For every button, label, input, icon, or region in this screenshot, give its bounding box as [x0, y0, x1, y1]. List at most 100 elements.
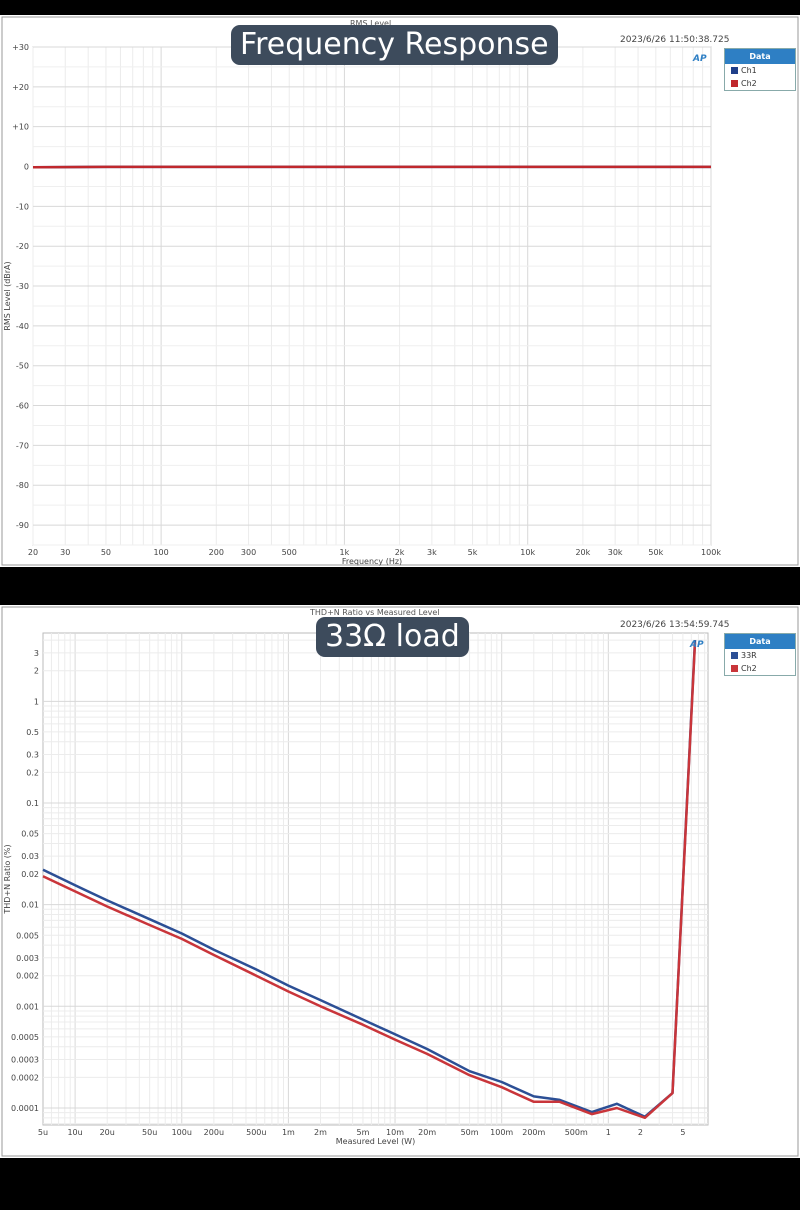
- x-tick-label: 50m: [461, 1128, 479, 1137]
- y-tick-label: 0.05: [21, 830, 39, 839]
- legend: Data 33R Ch2: [724, 633, 796, 676]
- y-axis-label: THD+N Ratio (%): [3, 844, 12, 914]
- overlay-label: Frequency Response: [231, 25, 558, 65]
- y-tick-label: -70: [16, 441, 29, 450]
- legend-title: Data: [725, 49, 795, 64]
- y-tick-label: 0.5: [26, 728, 39, 737]
- x-tick-label: 1: [606, 1128, 611, 1137]
- x-tick-label: 50k: [648, 548, 663, 557]
- x-tick-label: 100m: [490, 1128, 513, 1137]
- legend-label: Ch1: [741, 66, 757, 75]
- legend-item[interactable]: 33R: [725, 649, 795, 662]
- y-tick-label: -60: [16, 402, 29, 411]
- timestamp: 2023/6/26 11:50:38.725: [620, 35, 730, 45]
- y-tick-label: 3: [34, 649, 39, 658]
- legend-label: Ch2: [741, 79, 757, 88]
- series-line-33r: [42, 640, 697, 1118]
- panel-border: [1, 606, 799, 1157]
- y-tick-label: 0.02: [21, 870, 39, 879]
- y-tick-label: -40: [16, 322, 29, 331]
- x-tick-label: 100: [153, 548, 168, 557]
- timestamp: 2023/6/26 13:54:59.745: [620, 620, 730, 630]
- x-tick-label: 5: [680, 1128, 685, 1137]
- y-tick-label: 0.002: [16, 972, 39, 981]
- y-tick-label: 0.2: [26, 768, 39, 777]
- x-axis-label: Measured Level (W): [336, 1137, 415, 1146]
- x-tick-label: 20: [28, 548, 38, 557]
- legend-item[interactable]: Ch1: [725, 64, 795, 77]
- y-tick-label: -50: [16, 362, 29, 371]
- y-tick-label: 0.0002: [11, 1073, 39, 1082]
- x-tick-label: 300: [241, 548, 256, 557]
- x-tick-label: 200m: [522, 1128, 545, 1137]
- y-tick-label: 0.003: [16, 954, 39, 963]
- y-tick-label: 0: [24, 163, 29, 172]
- x-tick-label: 500: [282, 548, 297, 557]
- x-tick-label: 500u: [246, 1128, 266, 1137]
- y-axis-label: RMS Level (dBrA): [3, 261, 12, 330]
- x-axis-label: Frequency (Hz): [342, 557, 402, 566]
- x-tick-label: 20u: [100, 1128, 115, 1137]
- series-line-ch2: [42, 642, 697, 1120]
- y-tick-label: 0.0005: [11, 1033, 39, 1042]
- ap-logo-icon: AP: [692, 54, 707, 64]
- y-tick-label: +30: [12, 43, 29, 52]
- x-tick-label: 20k: [575, 548, 590, 557]
- x-tick-label: 5m: [356, 1128, 369, 1137]
- legend: Data Ch1 Ch2: [724, 48, 796, 91]
- x-tick-label: 500m: [565, 1128, 588, 1137]
- y-tick-label: 0.01: [21, 901, 39, 910]
- x-tick-label: 50u: [142, 1128, 157, 1137]
- x-tick-label: 30: [60, 548, 70, 557]
- panel-border: [1, 16, 799, 566]
- y-tick-label: 2: [34, 667, 39, 676]
- legend-title: Data: [725, 634, 795, 649]
- y-tick-label: 0.1: [26, 799, 39, 808]
- y-tick-label: 0.03: [21, 852, 39, 861]
- x-tick-label: 100u: [172, 1128, 192, 1137]
- legend-label: 33R: [741, 651, 757, 660]
- x-tick-label: 100k: [701, 548, 721, 557]
- x-tick-label: 2: [638, 1128, 643, 1137]
- frequency-response-panel: RMS Level 20 30 50 100 200 300 500 1k 2k 3k 5k 10k 2…: [0, 15, 800, 567]
- ap-logo-icon: AP: [689, 640, 704, 650]
- x-tick-label: 30k: [608, 548, 623, 557]
- y-tick-label: -80: [16, 481, 29, 490]
- y-tick-label: 0.005: [16, 931, 39, 940]
- y-tick-label: -10: [16, 202, 29, 211]
- thdn-panel: THD+N Ratio vs Measured Level 5u 10u 20u 50…: [0, 605, 800, 1158]
- plot-area: [32, 46, 712, 546]
- ch2-swatch: [731, 665, 738, 672]
- y-tick-label: +10: [12, 123, 29, 132]
- y-tick-label: 0.0003: [11, 1055, 39, 1064]
- legend-item[interactable]: Ch2: [725, 662, 795, 675]
- legend-item[interactable]: Ch2: [725, 77, 795, 90]
- frequency-response-chart: 20 30 50 100 200 300 500 1k 2k 3k 5k 10k 20k 30k 50k 10…: [1, 16, 799, 566]
- x-tick-label: 10u: [67, 1128, 82, 1137]
- x-tick-label: 10m: [386, 1128, 404, 1137]
- ch1-swatch: [731, 67, 738, 74]
- thdn-chart: 5u 10u 20u 50u 100u 200u 500u 1m 2m 5m 10m 20m 50m 10…: [1, 606, 799, 1157]
- x-tick-label: 20m: [418, 1128, 436, 1137]
- y-tick-label: 0.0001: [11, 1104, 39, 1113]
- x-tick-label: 2k: [395, 548, 405, 557]
- x-tick-label: 5k: [468, 548, 478, 557]
- x-tick-label: 1m: [282, 1128, 295, 1137]
- x-tick-label: 5u: [38, 1128, 48, 1137]
- y-tick-label: 0.001: [16, 1002, 39, 1011]
- y-tick-label: 0.3: [26, 750, 39, 759]
- overlay-label: 33Ω load: [316, 617, 469, 657]
- x-tick-label: 3k: [427, 548, 437, 557]
- x-tick-label: 50: [101, 548, 111, 557]
- y-tick-label: -30: [16, 282, 29, 291]
- ch2-swatch: [731, 80, 738, 87]
- x-tick-label: 200u: [204, 1128, 224, 1137]
- legend-label: Ch2: [741, 664, 757, 673]
- y-tick-label: +20: [12, 83, 29, 92]
- 33r-swatch: [731, 652, 738, 659]
- chart-title: RMS Level: [350, 19, 392, 28]
- y-tick-label: 1: [34, 697, 39, 706]
- x-tick-label: 10k: [520, 548, 535, 557]
- y-tick-label: -90: [16, 521, 29, 530]
- x-tick-label: 200: [209, 548, 224, 557]
